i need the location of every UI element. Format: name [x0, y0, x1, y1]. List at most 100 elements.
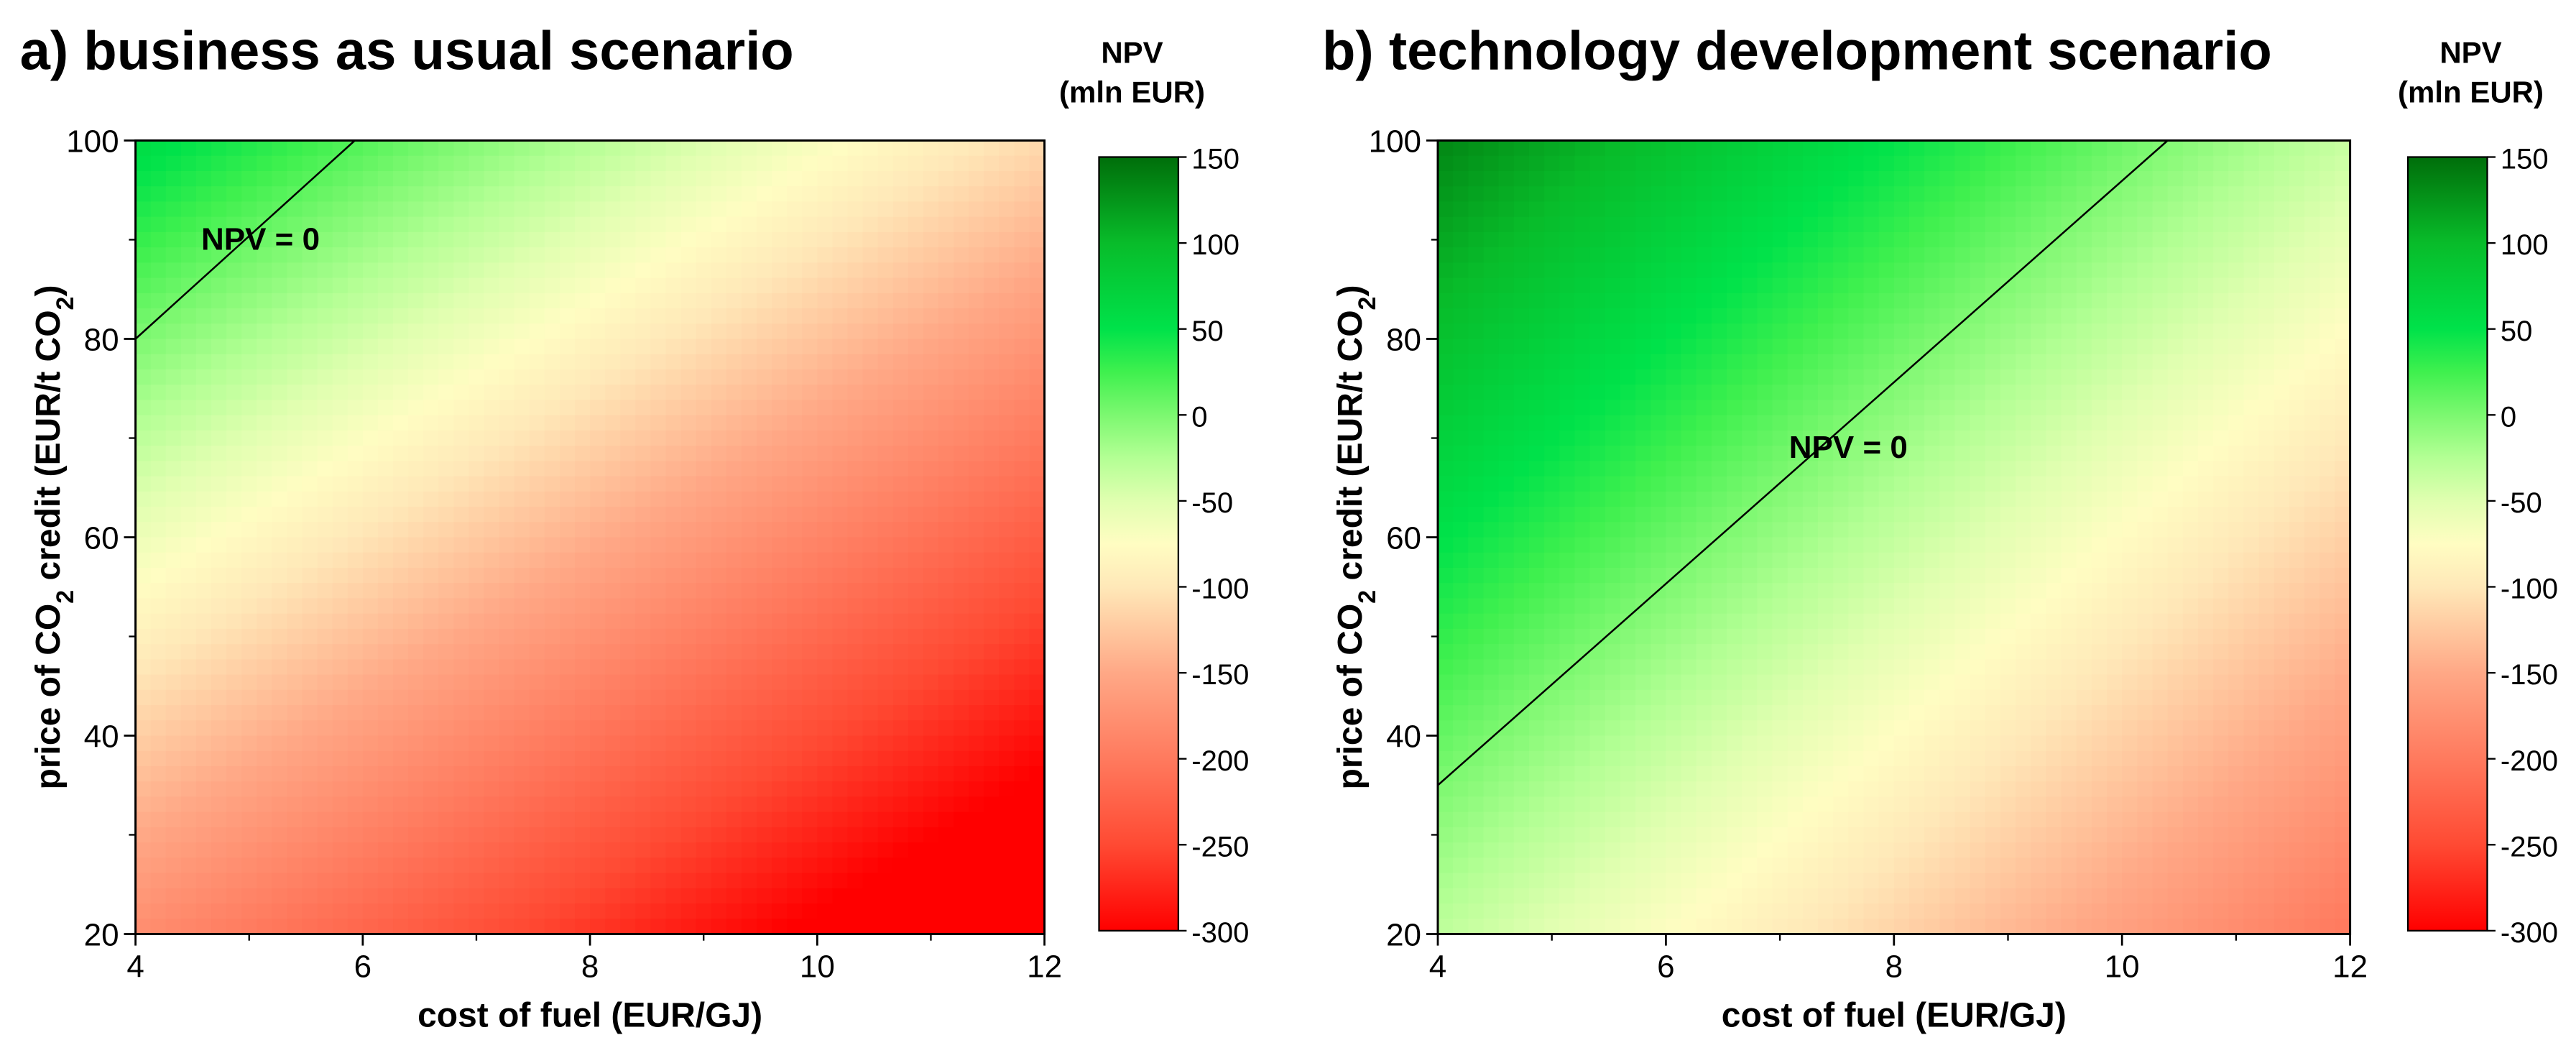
- heatmap-cell: [650, 873, 667, 890]
- heatmap-cell: [711, 476, 728, 493]
- heatmap-cell: [923, 659, 940, 676]
- heatmap-cell: [468, 735, 485, 753]
- heatmap-cell: [1742, 522, 1758, 538]
- heatmap-cell: [529, 567, 546, 584]
- heatmap-cell: [484, 170, 500, 188]
- heatmap-cell: [696, 567, 713, 584]
- heatmap-cell: [1605, 446, 1622, 462]
- heatmap-cell: [772, 659, 788, 676]
- heatmap-cell: [1848, 507, 1865, 523]
- heatmap-cell: [1757, 674, 1773, 691]
- heatmap-cell: [787, 476, 803, 493]
- heatmap-cell: [787, 781, 803, 798]
- heatmap-cell: [257, 583, 273, 599]
- heatmap-cell: [1014, 186, 1030, 203]
- heatmap-cell: [317, 598, 334, 615]
- heatmap-cell: [165, 430, 183, 447]
- heatmap-cell: [377, 765, 394, 783]
- heatmap-cell: [1681, 430, 1698, 447]
- heatmap-cell: [1468, 567, 1485, 584]
- heatmap-cell: [665, 446, 682, 462]
- heatmap-cell: [180, 201, 198, 218]
- heatmap-cell: [1727, 765, 1743, 783]
- heatmap-cell: [1483, 170, 1500, 188]
- heatmap-cell: [1513, 765, 1531, 783]
- heatmap-cell: [680, 461, 698, 477]
- heatmap-cell: [226, 385, 243, 401]
- heatmap-cell: [696, 461, 713, 477]
- heatmap-cell: [1802, 140, 1819, 157]
- heatmap-cell: [302, 659, 318, 676]
- heatmap-cell: [468, 293, 485, 310]
- heatmap-cell: [1939, 522, 1956, 538]
- heatmap-cell: [1666, 507, 1682, 523]
- heatmap-cell: [317, 537, 334, 554]
- heatmap-cell: [1818, 827, 1834, 844]
- heatmap-cell: [1014, 765, 1030, 783]
- heatmap-cell: [1924, 430, 1941, 447]
- heatmap-cell: [696, 857, 713, 874]
- heatmap-cell: [1939, 919, 1956, 935]
- heatmap-cell: [332, 400, 349, 417]
- heatmap-cell: [1802, 888, 1819, 905]
- heatmap-cell: [226, 415, 243, 432]
- heatmap-cell: [135, 750, 152, 768]
- heatmap-cell: [180, 155, 198, 172]
- heatmap-cell: [1787, 567, 1804, 584]
- heatmap-cell: [559, 277, 576, 295]
- heatmap-cell: [757, 659, 773, 676]
- heatmap-cell: [1468, 430, 1485, 447]
- heatmap-cell: [1574, 659, 1591, 676]
- heatmap-cell: [741, 231, 758, 249]
- heatmap-cell: [514, 720, 531, 737]
- heatmap-cell: [1589, 354, 1607, 371]
- heatmap-cell: [165, 873, 183, 890]
- heatmap-cell: [377, 400, 394, 417]
- heatmap-cell: [257, 659, 273, 676]
- heatmap-cell: [1589, 827, 1607, 844]
- heatmap-cell: [257, 339, 273, 356]
- heatmap-cell: [892, 613, 910, 630]
- heatmap-cell: [195, 415, 213, 432]
- heatmap-cell: [1833, 873, 1850, 890]
- heatmap-cell: [908, 613, 925, 630]
- heatmap-cell: [1528, 613, 1546, 630]
- heatmap-cell: [135, 552, 152, 569]
- heatmap-cell: [1544, 689, 1561, 707]
- heatmap-cell: [817, 873, 834, 890]
- heatmap-cell: [1878, 491, 1896, 508]
- heatmap-cell: [696, 400, 713, 417]
- heatmap-cell: [332, 583, 349, 599]
- heatmap-cell: [1818, 507, 1834, 523]
- heatmap-cell: [1802, 796, 1819, 814]
- heatmap-cell: [257, 186, 273, 203]
- heatmap-cell: [257, 369, 273, 386]
- heatmap-cell: [484, 567, 500, 584]
- heatmap-cell: [696, 216, 713, 234]
- heatmap-cell: [241, 552, 258, 569]
- heatmap-cell: [892, 293, 910, 310]
- heatmap-cell: [135, 873, 152, 890]
- heatmap-cell: [1014, 170, 1030, 188]
- heatmap-cell: [650, 277, 667, 295]
- heatmap-cell: [1818, 873, 1834, 890]
- heatmap-cell: [257, 552, 273, 569]
- heatmap-cell: [317, 247, 334, 264]
- heatmap-cell: [1468, 262, 1485, 279]
- heatmap-cell: [1924, 598, 1941, 615]
- heatmap-cell: [408, 903, 425, 920]
- heatmap-cell: [1483, 155, 1500, 172]
- heatmap-cell: [635, 339, 652, 356]
- heatmap-cell: [650, 537, 667, 554]
- heatmap-cell: [590, 705, 606, 722]
- heatmap-cell: [757, 842, 773, 859]
- heatmap-cell: [1772, 186, 1789, 203]
- heatmap-cell: [1696, 155, 1713, 172]
- heatmap-cell: [1620, 765, 1637, 783]
- heatmap-cell: [1757, 415, 1773, 432]
- heatmap-cell: [150, 827, 167, 844]
- heatmap-cell: [1742, 628, 1758, 645]
- heatmap-cell: [635, 842, 652, 859]
- heatmap-cell: [1438, 277, 1454, 295]
- heatmap-cell: [1438, 522, 1454, 538]
